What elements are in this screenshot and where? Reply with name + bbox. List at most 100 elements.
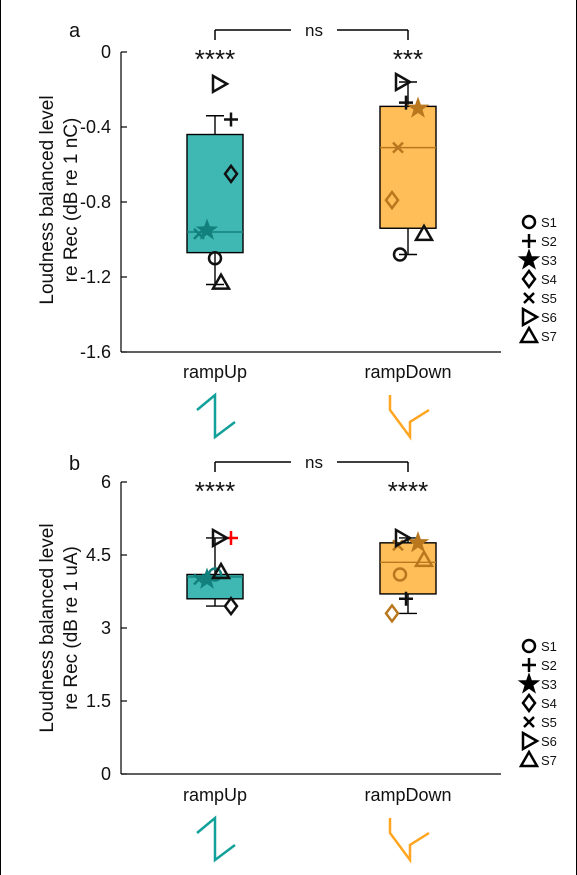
point-S4-rampDown — [384, 603, 400, 624]
legend-label-S3: S3 — [541, 253, 557, 268]
panel-b-letter: b — [69, 453, 80, 475]
xtick-label-rampUp: rampUp — [183, 362, 247, 382]
ytick-label: 1.5 — [86, 691, 111, 711]
point-S7-rampDown — [413, 549, 435, 568]
legend-label-S1: S1 — [541, 639, 557, 654]
panel-a-yticks: 0 -0.4 -0.8 -1.2 -1.6 — [80, 42, 127, 362]
panel-a-xtick-labels: rampUp rampDown — [183, 362, 452, 382]
legend-label-S1: S1 — [541, 215, 557, 230]
point-S5-rampUp — [193, 573, 205, 586]
ytick-label: 3 — [101, 618, 111, 638]
point-S7-rampDown — [413, 223, 435, 242]
legend-label-S7: S7 — [541, 753, 557, 768]
ytick-label: -1.2 — [80, 267, 111, 287]
legend-marker-S7 — [518, 749, 540, 768]
box-rampUp — [186, 573, 244, 600]
panel-b-xtick-labels: rampUp rampDown — [183, 785, 452, 805]
xtick-label-rampUp: rampUp — [183, 785, 247, 805]
legend-label-S4: S4 — [541, 272, 557, 287]
legend-label-S5: S5 — [541, 715, 557, 730]
point-S5-rampDown — [392, 141, 404, 154]
ytick-label: 0 — [101, 764, 111, 784]
box-rampDown — [379, 542, 437, 595]
legend-label-S5: S5 — [541, 291, 557, 306]
ytick-label: 4.5 — [86, 545, 111, 565]
legend-label-S4: S4 — [541, 696, 557, 711]
legend-marker-S5 — [523, 716, 535, 728]
legend-label-S3: S3 — [541, 677, 557, 692]
legend-label-S6: S6 — [541, 734, 557, 749]
point-S4-rampDown — [384, 190, 400, 211]
legend-marker-S3 — [517, 248, 541, 270]
rampUp-waveform-icon — [196, 392, 236, 440]
panel-b-yticks: 6 4.5 3 1.5 0 — [86, 472, 127, 784]
panel-b-sig-rampDown: **** — [388, 476, 428, 506]
ytick-label: -0.4 — [80, 117, 111, 137]
panel-b-ylabel-line1: Loudness balanced level — [37, 523, 58, 732]
point-S7-rampUp — [210, 561, 232, 580]
rampUp-waveform-icon — [196, 815, 236, 863]
legend-marker-S3 — [517, 672, 541, 694]
panel-b-comparison-bracket: ns — [214, 453, 409, 472]
panel-a-ylabel-line2: re Rec (dB re 1 nC) — [61, 118, 82, 283]
ytick-label: 6 — [101, 472, 111, 492]
point-S1-rampDown — [392, 567, 408, 582]
point-S4-rampUp — [223, 596, 239, 617]
box-rampUp — [186, 133, 244, 254]
xtick-label-rampDown: rampDown — [364, 362, 451, 382]
ytick-label: -1.6 — [80, 342, 111, 362]
point-S3-rampUp — [195, 218, 219, 240]
legend-marker-S2 — [522, 658, 536, 672]
box-rampDown — [379, 105, 437, 229]
panel-b-ns-label: ns — [305, 453, 323, 472]
rampDown-waveform-icon — [388, 395, 430, 441]
panel-a: a Loudness balanced level re Rec (dB re … — [37, 20, 557, 441]
point-S4-rampUp — [223, 163, 239, 184]
point-S6-rampDown — [394, 527, 413, 549]
panel-b: b Loudness balanced level re Rec (dB re … — [37, 453, 557, 864]
point-S1-rampDown — [392, 247, 408, 262]
point-S7-rampUp — [210, 272, 232, 290]
point-S2-rampDown — [399, 95, 413, 110]
point-S2-rampUp — [224, 112, 238, 127]
panel-b-sig-rampUp: **** — [195, 476, 235, 506]
legend-marker-S5 — [523, 292, 535, 304]
legend-label-S7: S7 — [541, 329, 557, 344]
point-S2-rampDown — [399, 591, 413, 606]
legend-marker-S4 — [521, 268, 537, 290]
point-S5-rampUp — [193, 227, 205, 240]
legend-label-S6: S6 — [541, 310, 557, 325]
panel-a-legend: S1 S2 S3 S4 S5 S6 S7 — [517, 214, 557, 344]
ytick-label: -0.8 — [80, 192, 111, 212]
panel-a-plot — [186, 71, 437, 290]
panel-b-legend: S1 S2 S3 S4 S5 S6 S7 — [517, 638, 557, 768]
legend-marker-S1 — [521, 638, 537, 654]
panel-a-letter: a — [69, 20, 81, 42]
legend-marker-S7 — [518, 325, 540, 344]
legend-label-S2: S2 — [541, 658, 557, 673]
legend-marker-S2 — [522, 234, 536, 248]
panel-b-plot — [186, 527, 437, 624]
xtick-label-rampDown: rampDown — [364, 785, 451, 805]
point-S6-rampUp — [211, 527, 230, 549]
legend-marker-S4 — [521, 692, 537, 714]
point-S6-rampDown — [394, 71, 413, 93]
panel-b-ylabel-line2: re Rec (dB re 1 uA) — [61, 546, 82, 710]
legend-marker-S6 — [521, 306, 540, 328]
point-S1-rampUp — [207, 251, 223, 266]
point-S3-rampDown — [406, 96, 430, 118]
legend-label-S2: S2 — [541, 234, 557, 249]
point-S6-rampUp — [211, 73, 230, 95]
legend-marker-S1 — [521, 214, 537, 230]
panel-a-sig-rampDown: *** — [393, 44, 423, 74]
ytick-label: 0 — [101, 42, 111, 62]
panel-a-comparison-bracket: ns — [214, 21, 409, 40]
legend-marker-S6 — [521, 730, 540, 752]
panel-a-ylabel-line1: Loudness balanced level — [37, 95, 58, 304]
panel-a-ns-label: ns — [305, 21, 323, 40]
point-S3-rampDown — [406, 531, 430, 553]
panel-a-sig-rampUp: **** — [195, 44, 235, 74]
rampDown-waveform-icon — [388, 818, 430, 864]
